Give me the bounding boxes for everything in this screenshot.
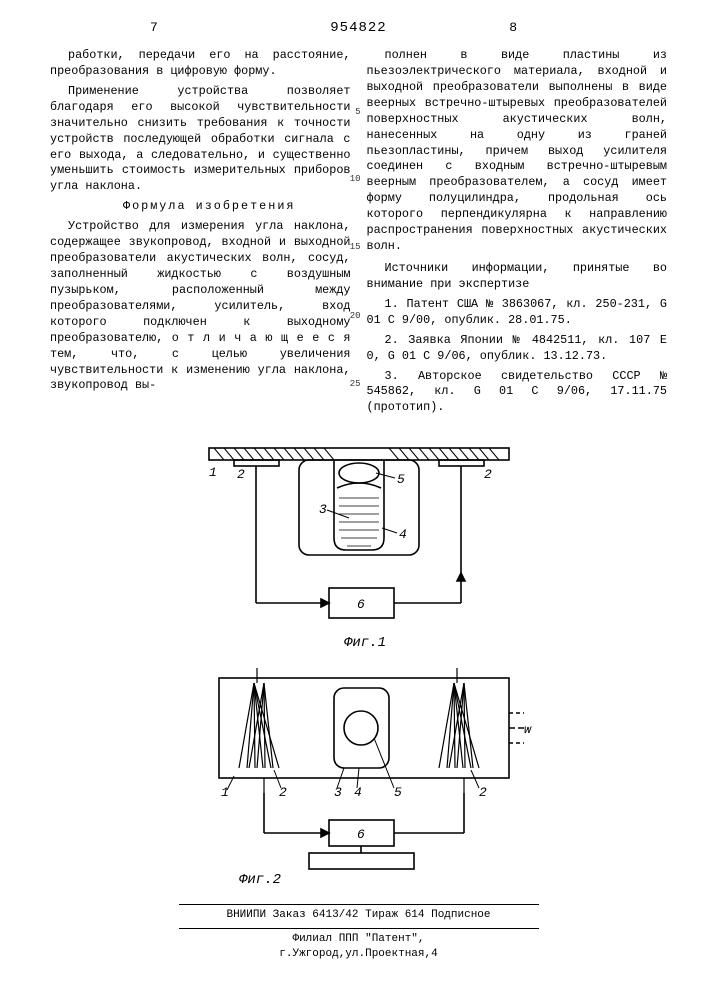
fig2-label-w: w [524, 723, 532, 737]
fig1-label-6: 6 [357, 597, 365, 612]
figure-1: 1 2 2 3 4 5 6 Фиг.1 [179, 428, 539, 658]
left-p3: Устройство для измерения угла наклона, с… [50, 219, 351, 394]
line-num-15: 15 [350, 241, 361, 253]
sources-title: Источники информации, принятые во вниман… [367, 261, 668, 293]
line-num-5: 5 [355, 106, 360, 118]
left-column: работки, передачи его на расстояние, пре… [50, 48, 351, 420]
source-2: 2. Заявка Японии № 4842511, кл. 107 E 0,… [367, 333, 668, 365]
line-num-25: 25 [350, 378, 361, 390]
footer-line-1: ВНИИПИ Заказ 6413/42 Тираж 614 Подписное [179, 904, 539, 923]
fig2-label-2r: 2 [479, 785, 487, 800]
line-num-10: 10 [350, 173, 361, 185]
fig1-label-3: 3 [319, 502, 327, 517]
fig2-label-6: 6 [357, 827, 365, 842]
text-columns: работки, передачи его на расстояние, пре… [50, 48, 667, 420]
page-header: 7 954822 8 [50, 20, 667, 36]
line-num-20: 20 [350, 310, 361, 322]
footer-line-2a: Филиал ППП "Патент", [292, 933, 424, 945]
footer-line-2: Филиал ППП "Патент", г.Ужгород,ул.Проект… [179, 928, 539, 963]
fig1-caption: Фиг.1 [344, 635, 386, 651]
source-3: 3. Авторское свидетельство СССР № 545862… [367, 369, 668, 417]
column-number-right: 8 [509, 20, 517, 35]
fig2-label-3: 3 [334, 785, 342, 800]
fig1-label-2l: 2 [237, 467, 245, 482]
formula-title: Формула изобретения [50, 199, 351, 215]
fig1-label-2r: 2 [484, 467, 492, 482]
right-p1: полнен в виде пластины из пьезоэлектриче… [367, 48, 668, 255]
footer-line-2b: г.Ужгород,ул.Проектная,4 [279, 948, 437, 960]
fig2-label-4: 4 [354, 785, 362, 800]
footer: ВНИИПИ Заказ 6413/42 Тираж 614 Подписное… [50, 904, 667, 962]
source-1: 1. Патент США № 3863067, кл. 250-231, G … [367, 297, 668, 329]
figure-2: 1 2 2 3 4 5 6 w Фиг.2 [179, 658, 539, 898]
fig2-label-1: 1 [221, 785, 229, 800]
fig2-caption: Фиг.2 [239, 872, 281, 888]
fig2-label-5: 5 [394, 785, 402, 800]
column-number-left: 7 [150, 20, 158, 35]
fig1-label-5: 5 [397, 472, 405, 487]
figures-area: 1 2 2 3 4 5 6 Фиг.1 [50, 428, 667, 898]
left-p2: Применение устройства позволяет благодар… [50, 84, 351, 195]
right-column: полнен в виде пластины из пьезоэлектриче… [367, 48, 668, 420]
fig1-label-1: 1 [209, 465, 217, 480]
document-number: 954822 [330, 20, 386, 36]
left-p1: работки, передачи его на расстояние, пре… [50, 48, 351, 80]
fig1-label-4: 4 [399, 527, 407, 542]
